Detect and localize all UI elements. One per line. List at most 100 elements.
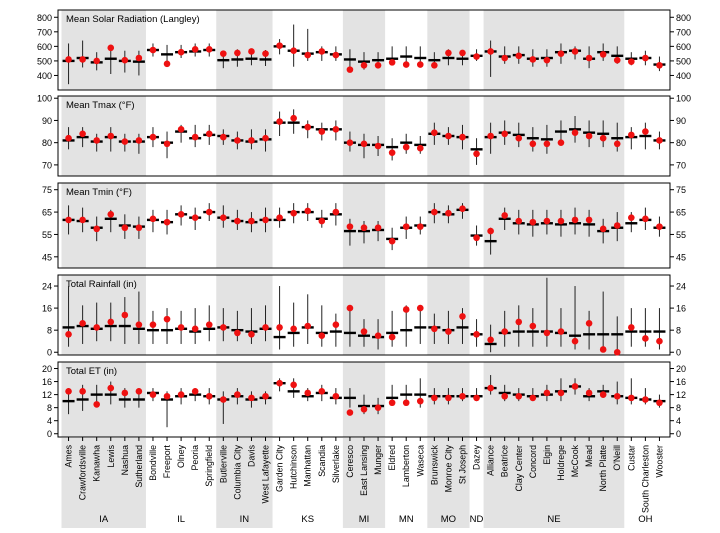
observed-point — [445, 132, 452, 140]
tick-label-right: 600 — [676, 42, 691, 52]
observed-point — [332, 392, 340, 400]
observed-point — [79, 216, 86, 224]
state-shade-mo — [427, 183, 470, 268]
observed-point — [65, 216, 72, 224]
tick-label-left: 24 — [42, 282, 52, 292]
observed-point — [557, 50, 565, 57]
observed-point — [191, 325, 199, 333]
observed-point — [571, 216, 579, 224]
tick-label-right: 500 — [676, 56, 691, 66]
observed-point — [262, 216, 269, 224]
observed-point — [205, 208, 213, 216]
panel-title: Mean Tmin (°F) — [66, 187, 132, 198]
observed-point — [304, 123, 312, 131]
station-label: Brunswick — [429, 444, 439, 485]
observed-point — [234, 391, 241, 398]
observed-point — [642, 128, 649, 135]
observed-point — [276, 324, 283, 331]
state-shade-ne — [483, 362, 625, 437]
tick-label-left: 400 — [37, 71, 52, 81]
tick-label-left: 45 — [42, 252, 52, 262]
state-label: MN — [399, 514, 414, 525]
observed-point — [487, 48, 494, 55]
observed-point — [402, 143, 410, 151]
observed-point — [318, 388, 326, 395]
station-label: Silverlake — [331, 445, 341, 483]
observed-point — [318, 128, 326, 135]
observed-point — [248, 331, 255, 338]
observed-point — [332, 126, 340, 133]
station-label: Garden City — [275, 444, 285, 492]
station-label: Mead — [584, 445, 594, 467]
observed-point — [79, 130, 86, 138]
state-label-shade-ne — [483, 438, 625, 528]
observed-point — [473, 331, 480, 338]
observed-point — [220, 133, 227, 141]
observed-point — [205, 392, 213, 400]
observed-point — [388, 333, 396, 341]
tick-label-right: 12 — [676, 390, 686, 400]
state-shade-in — [216, 183, 273, 268]
station-label: Alliance — [486, 445, 496, 476]
station-label: McCook — [570, 444, 580, 477]
observed-point — [360, 328, 368, 335]
state-shade-ne — [483, 10, 625, 90]
observed-point — [416, 397, 424, 405]
station-label: Butlerville — [218, 445, 228, 483]
observed-point — [177, 126, 185, 133]
observed-point — [135, 388, 143, 395]
observed-point — [459, 133, 466, 141]
observed-point — [571, 337, 579, 345]
tick-label-right: 100 — [676, 94, 691, 104]
observed-point — [191, 45, 199, 53]
observed-point — [416, 144, 424, 152]
observed-point — [416, 304, 424, 312]
tick-label-left: 0 — [47, 348, 52, 358]
observed-point — [191, 214, 199, 221]
tick-label-left: 70 — [42, 160, 52, 170]
observed-point — [557, 328, 565, 335]
observed-point — [290, 325, 297, 333]
observed-point — [121, 138, 129, 145]
observed-point — [93, 225, 100, 233]
panel-3: Mean Tmin (°F) 45 45 55 55 65 65 75 75 — [42, 182, 686, 269]
observed-point — [107, 318, 115, 326]
state-label: MO — [441, 514, 456, 525]
observed-point — [276, 379, 283, 387]
observed-point — [318, 332, 326, 339]
observed-point — [642, 54, 649, 62]
observed-point — [191, 388, 199, 395]
observed-point — [234, 217, 241, 225]
observed-point — [318, 217, 326, 225]
station-label: Lewis — [106, 444, 116, 467]
observed-point — [656, 137, 663, 144]
station-label: Nashua — [120, 445, 130, 475]
tick-label-left: 500 — [37, 56, 52, 66]
observed-point — [628, 131, 635, 139]
state-shade-ia — [61, 362, 146, 437]
observed-point — [121, 389, 129, 397]
observed-point — [487, 336, 494, 344]
panel-title: Mean Tmax (°F) — [66, 100, 135, 111]
panel-frame — [57, 274, 671, 356]
observed-point — [262, 324, 269, 331]
observed-point — [290, 381, 297, 389]
tick-label-left: 55 — [42, 230, 52, 240]
state-shade-mi — [342, 10, 386, 90]
station-label: Concord — [528, 445, 538, 478]
state-shade-ne — [483, 183, 625, 268]
state-label: IN — [240, 514, 250, 525]
observed-point — [93, 57, 100, 65]
observed-point — [332, 51, 340, 59]
tick-label-right: 16 — [676, 377, 686, 387]
observed-point — [220, 50, 227, 57]
state-label: IL — [177, 514, 185, 525]
observed-point — [459, 313, 466, 320]
panel-4: Total Rainfall (in) 0 0 8 8 16 16 24 24 — [42, 274, 686, 358]
observed-point — [163, 392, 171, 400]
station-label: St Joseph — [457, 445, 467, 484]
station-label: Ames — [64, 444, 74, 467]
observed-point — [445, 49, 452, 57]
state-label: ND — [470, 514, 484, 525]
observed-point — [205, 45, 213, 53]
